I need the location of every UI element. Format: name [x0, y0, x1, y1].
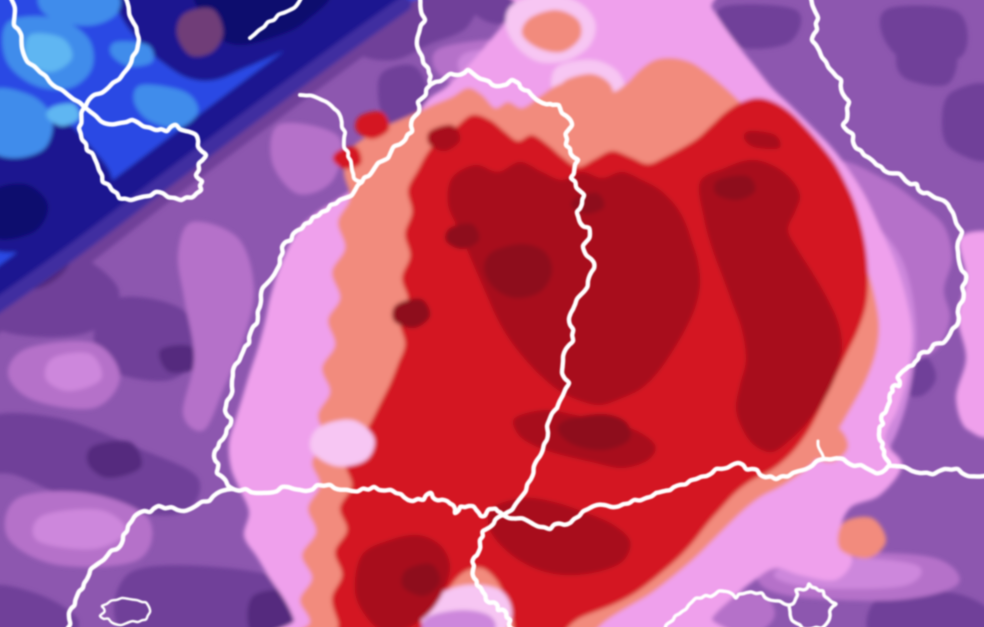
border-east-border: [554, 105, 597, 411]
contour-mauve-patch: [176, 7, 223, 57]
contour-maroon-spot-1: [445, 223, 480, 250]
contour-lighterblue-dot: [46, 103, 80, 127]
contour-rdk-dash-north: [743, 130, 781, 150]
contour-pd-bottom-left-corner: [0, 585, 79, 627]
contour-lightblue-edge: [0, 88, 53, 159]
border-south-loop: [663, 582, 838, 627]
contour-salmon-sat-north: [559, 73, 614, 109]
border-nw-2: [82, 0, 142, 111]
contour-pd-northeast-1: [714, 4, 802, 49]
contour-maroon-central: [483, 244, 553, 299]
border-west-branch: [298, 93, 364, 184]
border-northeast-diagonal: [809, 0, 969, 469]
contour-pale-west-notch: [309, 419, 375, 467]
contour-or-west-of-line: [270, 122, 343, 195]
contour-ol-left-1: [32, 509, 127, 550]
border-knot-northeast: [500, 405, 560, 518]
contour-ol-left-2: [44, 352, 102, 391]
border-nw-short: [248, 0, 303, 40]
contour-salmon-sat-top: [521, 9, 582, 53]
border-hochrhein: [230, 482, 506, 519]
contour-blue-navy-band: [0, 0, 401, 298]
border-nw-loop: [76, 105, 209, 203]
border-knot-south: [470, 512, 514, 627]
contour-salmon-sat-southeast: [837, 516, 887, 559]
contour-pdk-small: [158, 344, 201, 374]
state-border-lines: [9, 0, 984, 627]
border-southwest: [65, 486, 236, 627]
contour-ol-bottom-lake: [421, 609, 496, 627]
contour-navy-top-darkest: [194, 0, 330, 46]
contour-navy-left-darkest: [0, 183, 49, 240]
border-north-border: [427, 67, 563, 111]
contour-maroon-north: [713, 175, 756, 201]
contour-maroon-lower: [557, 413, 631, 451]
border-west-rhine: [211, 0, 433, 492]
contour-salmon-sat-east: [809, 427, 849, 463]
contour-maroon-bottom: [401, 563, 441, 597]
border-south-east: [653, 455, 984, 496]
border-south-spur: [816, 439, 826, 461]
contour-maroon-spot-2: [392, 298, 431, 329]
border-small-lake-loop: [98, 596, 152, 627]
contour-rdk-central: [447, 162, 701, 406]
contour-lighterblue-center: [24, 33, 73, 73]
contour-blue-indigo-band: [0, 0, 412, 313]
contour-rdk-spot-northwest: [427, 124, 461, 152]
contour-lightblue-mid: [133, 84, 199, 129]
border-nw-1: [9, 0, 88, 111]
contour-rdk-east: [698, 159, 843, 453]
contour-pd-right-edge: [941, 83, 984, 162]
contour-blue-zone-base: [0, 0, 415, 312]
contour-pdk-left-spot: [86, 440, 143, 479]
contour-or-rhine-strip: [177, 221, 255, 432]
contour-pd-northeast-3: [895, 43, 958, 87]
contour-red-dot-west-1: [355, 111, 390, 140]
border-knot-east: [500, 490, 659, 532]
contour-pink-right-edge: [955, 230, 984, 438]
